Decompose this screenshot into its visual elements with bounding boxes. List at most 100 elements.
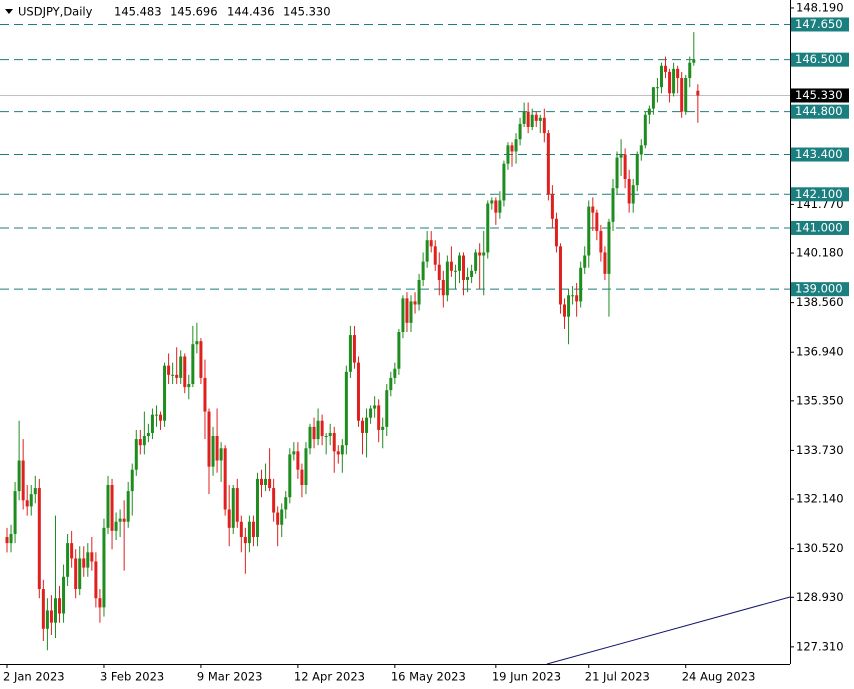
candle-body [276, 512, 280, 525]
candle-body [33, 488, 37, 495]
candle-body [377, 405, 381, 430]
current-price-label: 145.330 [795, 88, 843, 102]
candle-body [223, 448, 227, 510]
candle-body [243, 537, 247, 544]
candle-body [587, 206, 591, 256]
candle-body [146, 432, 150, 437]
candle-body [405, 298, 409, 323]
candle-body [425, 240, 429, 262]
candle-body [78, 558, 82, 590]
candle-body [534, 114, 538, 121]
candle-body [631, 185, 635, 204]
level-label: 144.800 [795, 104, 843, 118]
candle-body [365, 417, 369, 433]
candle-body [296, 451, 300, 470]
candle-body [203, 377, 207, 412]
candle-body [563, 304, 567, 317]
candle-body [122, 518, 126, 522]
candle-body [567, 295, 571, 317]
y-tick-label: 140.180 [796, 246, 844, 260]
candle-body [171, 374, 175, 376]
candle-body [49, 610, 53, 623]
candle-body [643, 114, 647, 146]
candle-body [5, 537, 9, 544]
candle-body [664, 65, 668, 72]
y-tick-label: 133.730 [796, 443, 844, 457]
candle-body [110, 484, 114, 531]
candle-body [118, 518, 122, 522]
candle-body [696, 90, 700, 96]
current-price-box [791, 88, 849, 103]
ohlc-close: 145.330 [283, 5, 331, 19]
candle-body [70, 543, 74, 559]
ohlc-open: 145.483 [114, 5, 162, 19]
candle-body [478, 252, 482, 256]
candle-body [154, 414, 158, 416]
candle-body [647, 108, 651, 115]
candle-body [619, 154, 623, 158]
candle-body [389, 377, 393, 391]
candle-body [530, 114, 534, 127]
trend-line [546, 596, 791, 665]
y-tick-label: 138.560 [796, 295, 844, 309]
candle-body [191, 344, 195, 385]
candle-body [361, 420, 365, 433]
candle-body [659, 65, 663, 88]
x-tick-label: 24 Aug 2023 [682, 670, 756, 684]
candle-body [583, 255, 587, 268]
x-tick-label: 12 Apr 2023 [294, 670, 365, 684]
candle-body [518, 123, 522, 140]
candle-body [692, 59, 696, 63]
candle-body [575, 295, 579, 302]
x-tick-label: 3 Feb 2023 [100, 670, 164, 684]
candle-body [235, 488, 239, 522]
candle-body [53, 598, 57, 623]
candle-body [441, 279, 445, 296]
candle-body [571, 295, 575, 297]
candle-body [288, 454, 292, 498]
x-tick-label: 19 Jun 2023 [492, 670, 561, 684]
y-tick-label: 136.940 [796, 345, 844, 359]
candle-body [373, 405, 377, 409]
candle-body [86, 552, 90, 568]
candle-body [393, 368, 397, 378]
candle-body [655, 87, 659, 89]
plot-area [0, 23, 790, 651]
y-tick-label: 127.310 [796, 639, 844, 653]
candle-body [215, 436, 219, 461]
candle-body [498, 200, 502, 213]
candle-body [163, 365, 167, 421]
candle-body [457, 255, 461, 271]
candle-body [453, 270, 457, 272]
menu-triangle[interactable] [5, 9, 13, 14]
x-tick-label: 21 Jul 2023 [585, 670, 650, 684]
candle-body [25, 500, 29, 507]
candle-body [300, 469, 304, 485]
candle-body [684, 78, 688, 112]
candle-body [381, 426, 385, 430]
candle-body [352, 335, 356, 363]
candle-body [514, 139, 518, 152]
candle-body [623, 154, 627, 180]
x-tick-label: 2 Jan 2023 [3, 670, 65, 684]
candle-body [126, 491, 130, 522]
candle-body [150, 414, 154, 433]
candle-body [397, 332, 401, 369]
y-tick-label: 128.930 [796, 590, 844, 604]
candle-body [37, 488, 41, 590]
candle-body [599, 231, 603, 253]
candle-body [74, 558, 78, 590]
level-label-box [791, 220, 849, 235]
candle-body [175, 374, 179, 378]
candle-body [312, 426, 316, 440]
ohlc-low: 144.436 [227, 5, 275, 19]
candle-body [401, 298, 405, 332]
level-label-box [791, 282, 849, 297]
candle-body [268, 478, 272, 489]
level-label-box [791, 52, 849, 67]
candle-body [219, 448, 223, 461]
candle-body [167, 365, 171, 375]
candle-body [651, 87, 655, 109]
